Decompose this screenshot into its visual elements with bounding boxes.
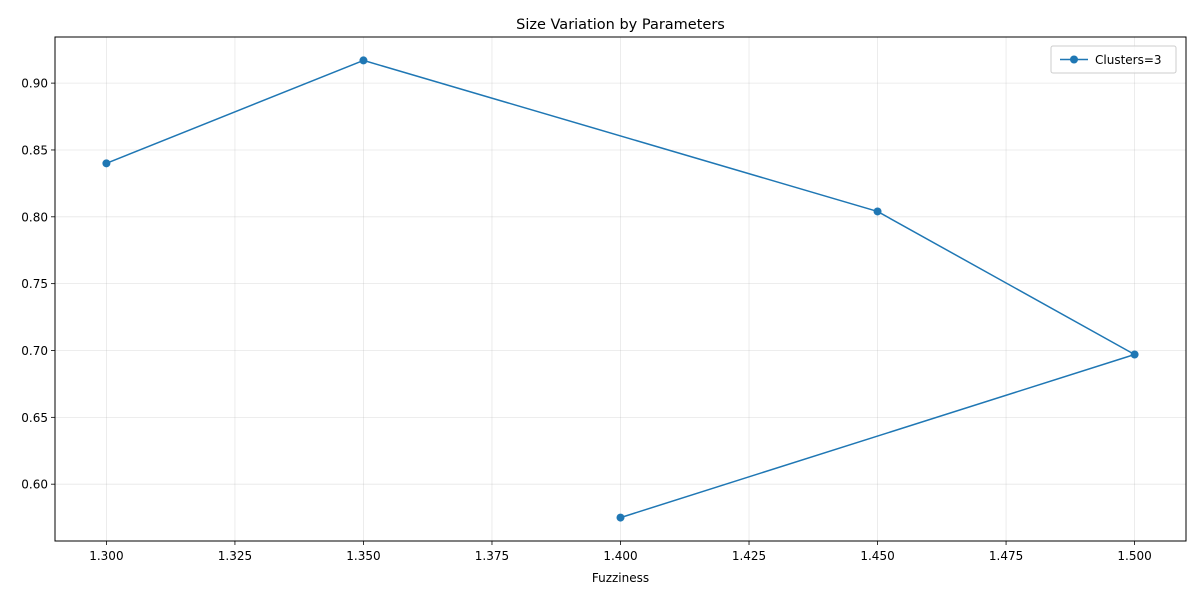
- grid: [55, 37, 1186, 541]
- y-tick-label: 0.85: [21, 143, 48, 157]
- data-point-marker: [616, 513, 625, 522]
- y-tick-label: 0.60: [21, 478, 48, 492]
- data-point-marker: [1130, 350, 1139, 359]
- x-tick-label: 1.375: [475, 549, 509, 563]
- x-tick-label: 1.350: [346, 549, 380, 563]
- legend-marker-swatch: [1070, 55, 1078, 64]
- legend-label: Clusters=3: [1095, 53, 1162, 67]
- x-tick-label: 1.425: [732, 549, 766, 563]
- data-point-marker: [102, 159, 111, 168]
- x-axis: 1.300 1.325 1.350 1.375 1.400 1.425 1.450 1.475…: [89, 541, 1152, 563]
- x-tick-label: 1.325: [218, 549, 252, 563]
- series-layer: [102, 56, 1139, 522]
- x-tick-label: 1.400: [603, 549, 637, 563]
- legend: Clusters=3: [1050, 45, 1177, 74]
- y-tick-label: 0.75: [21, 277, 48, 291]
- data-point-marker: [359, 56, 368, 65]
- chart-title: Size Variation by Parameters: [516, 17, 725, 33]
- legend-box: [1050, 45, 1177, 74]
- y-tick-label: 0.90: [21, 77, 48, 91]
- y-axis: 0.60 0.65 0.70 0.75 0.80 0.85 0.90: [21, 77, 55, 492]
- x-tick-label: 1.450: [860, 549, 894, 563]
- data-point-marker: [873, 207, 882, 216]
- x-tick-label: 1.500: [1117, 549, 1151, 563]
- x-tick-label: 1.475: [989, 549, 1023, 563]
- y-tick-label: 0.80: [21, 210, 48, 224]
- x-axis-label: Fuzziness: [592, 571, 649, 585]
- x-tick-label: 1.300: [89, 549, 123, 563]
- y-tick-label: 0.65: [21, 411, 48, 425]
- y-tick-label: 0.70: [21, 344, 48, 358]
